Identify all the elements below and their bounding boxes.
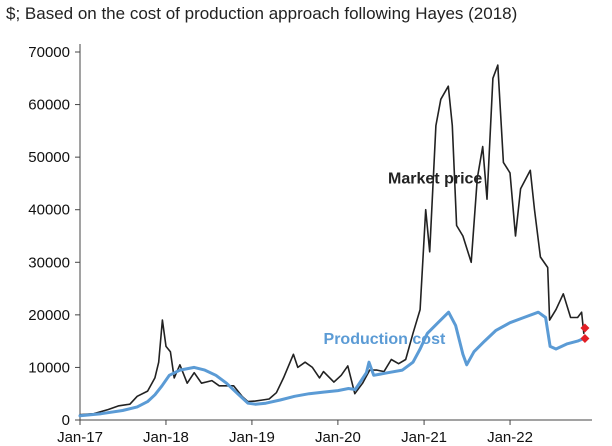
y-tick-label: 40000 (28, 202, 70, 219)
y-tick-label: 60000 (28, 97, 70, 114)
series-line-market-price (79, 64, 585, 416)
marker-point (580, 334, 590, 344)
marker-point (580, 323, 590, 333)
y-tick-label: 10000 (28, 359, 70, 376)
y-tick-label: 30000 (28, 254, 70, 271)
chart-title: $; Based on the cost of production appro… (6, 4, 518, 23)
x-tick-label: Jan-21 (401, 429, 447, 446)
x-tick-label: Jan-19 (229, 429, 275, 446)
series-line-production-cost (78, 310, 586, 418)
x-tick-label: Jan-18 (143, 429, 189, 446)
series-layer (78, 64, 586, 418)
series-label-production-cost: Production cost (324, 331, 446, 348)
axes: 0 10000 20000 30000 40000 50000 60000 70000 Jan-… (28, 44, 592, 446)
x-tick-label: Jan-20 (315, 429, 361, 446)
y-tick-label: 0 (62, 412, 70, 429)
y-tick-label: 20000 (28, 307, 70, 324)
x-tick-label: Jan-17 (57, 429, 103, 446)
y-tick-label: 50000 (28, 149, 70, 166)
y-tick-label: 70000 (28, 44, 70, 61)
series-label-market-price: Market price (388, 170, 482, 187)
marker-layer (580, 323, 590, 344)
x-tick-label: Jan-22 (487, 429, 533, 446)
annotation-layer: Market price Production cost (324, 170, 483, 347)
